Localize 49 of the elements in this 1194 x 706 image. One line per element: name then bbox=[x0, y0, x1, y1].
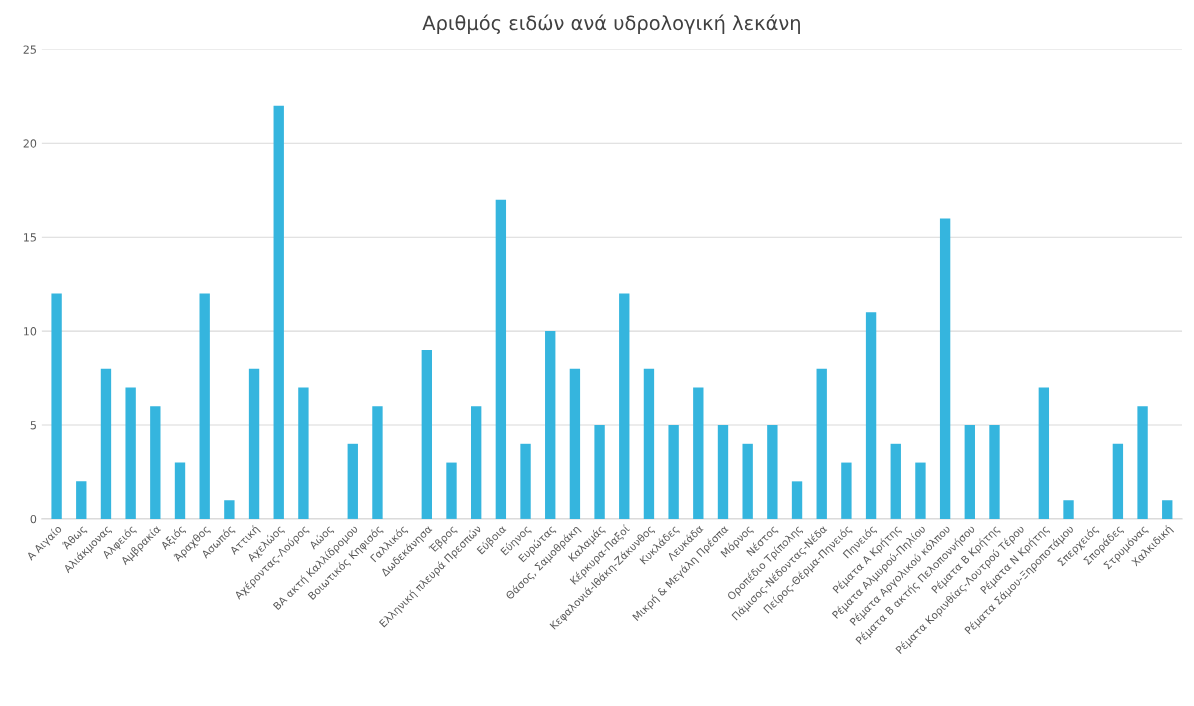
bar bbox=[791, 481, 803, 519]
bar bbox=[372, 406, 383, 519]
bar bbox=[248, 368, 260, 519]
bar bbox=[693, 387, 704, 519]
bar bbox=[273, 105, 284, 519]
y-tick-label: 10 bbox=[24, 327, 37, 336]
bar bbox=[1137, 406, 1148, 519]
y-tick-label: 20 bbox=[23, 139, 37, 148]
bar bbox=[446, 462, 457, 519]
bar bbox=[890, 443, 901, 519]
bar bbox=[1162, 500, 1173, 519]
bar bbox=[915, 462, 926, 519]
bar bbox=[495, 199, 507, 519]
bar bbox=[421, 349, 432, 519]
bar bbox=[939, 218, 951, 519]
bar bbox=[594, 425, 605, 519]
bar bbox=[816, 368, 827, 519]
bar bbox=[125, 387, 136, 519]
bar bbox=[717, 425, 729, 519]
bar bbox=[1112, 443, 1124, 519]
bar bbox=[742, 443, 753, 519]
bar bbox=[224, 500, 235, 519]
bar bbox=[347, 443, 358, 519]
bar bbox=[471, 406, 482, 519]
bar bbox=[150, 406, 161, 519]
bar bbox=[520, 443, 531, 519]
bar bbox=[1038, 387, 1050, 519]
y-tick-label: 5 bbox=[30, 421, 36, 430]
y-tick-label: 15 bbox=[24, 233, 36, 242]
bar bbox=[174, 462, 186, 519]
chart-title: Αριθμός ειδών ανά υδρολογική λεκάνη bbox=[422, 14, 800, 35]
bar bbox=[841, 462, 852, 519]
bar bbox=[199, 293, 210, 519]
bar bbox=[298, 387, 309, 519]
bar bbox=[51, 293, 62, 519]
bar bbox=[76, 481, 87, 519]
bar bbox=[865, 312, 877, 519]
bar bbox=[989, 425, 1000, 519]
y-tick-label: 0 bbox=[30, 514, 37, 524]
bar bbox=[1063, 500, 1074, 519]
bar bbox=[569, 368, 581, 519]
bar bbox=[964, 425, 975, 519]
bar bbox=[545, 331, 556, 519]
bar bbox=[767, 425, 778, 519]
bar bbox=[668, 425, 679, 519]
y-tick-label: 25 bbox=[23, 45, 36, 54]
bar bbox=[643, 368, 655, 519]
bar bbox=[619, 293, 630, 519]
bar bbox=[100, 368, 112, 519]
